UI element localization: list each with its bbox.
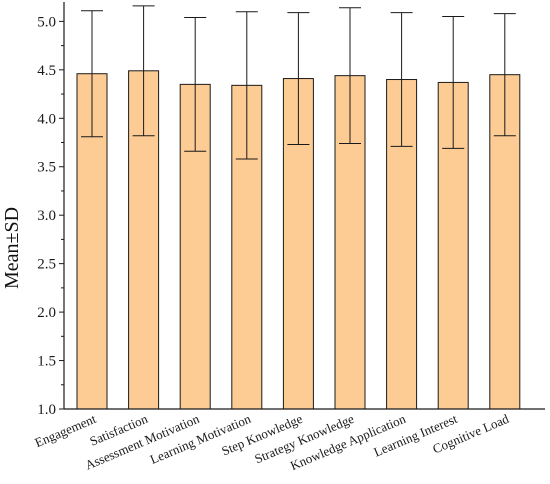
- error-bar-learning-interest: [442, 16, 465, 149]
- y-tick-label: 4.5: [37, 63, 56, 79]
- error-bar-engagement: [81, 10, 103, 138]
- y-tick-label: 2.5: [37, 257, 56, 273]
- error-bars-layer: [81, 5, 516, 160]
- y-tick-label: 5.0: [37, 14, 56, 30]
- error-bar-step-knowledge: [287, 12, 310, 145]
- bar-learning-motivation: [231, 84, 263, 410]
- error-bar-cognitive-load: [493, 13, 516, 137]
- y-tick-label: 4.0: [37, 111, 56, 127]
- y-tick-label: 2.0: [37, 305, 56, 321]
- error-bar-knowledge-application: [390, 12, 413, 147]
- error-bar-strategy-knowledge: [339, 7, 361, 144]
- error-bar-learning-motivation: [235, 11, 258, 160]
- y-tick-label: 3.5: [37, 160, 56, 176]
- y-axis-title: Mean±SD: [1, 207, 23, 289]
- y-tick-label: 1.5: [37, 354, 56, 370]
- error-bar-assessment-motivation: [184, 17, 207, 152]
- y-ticks-layer: 1.0 1.5 2.0 2.5 3.0 3.5 4.0 4.5 5.0: [37, 14, 64, 418]
- y-tick-label: 1.0: [37, 402, 56, 418]
- y-tick-label: 3.0: [37, 208, 56, 224]
- error-bar-satisfaction: [132, 5, 155, 137]
